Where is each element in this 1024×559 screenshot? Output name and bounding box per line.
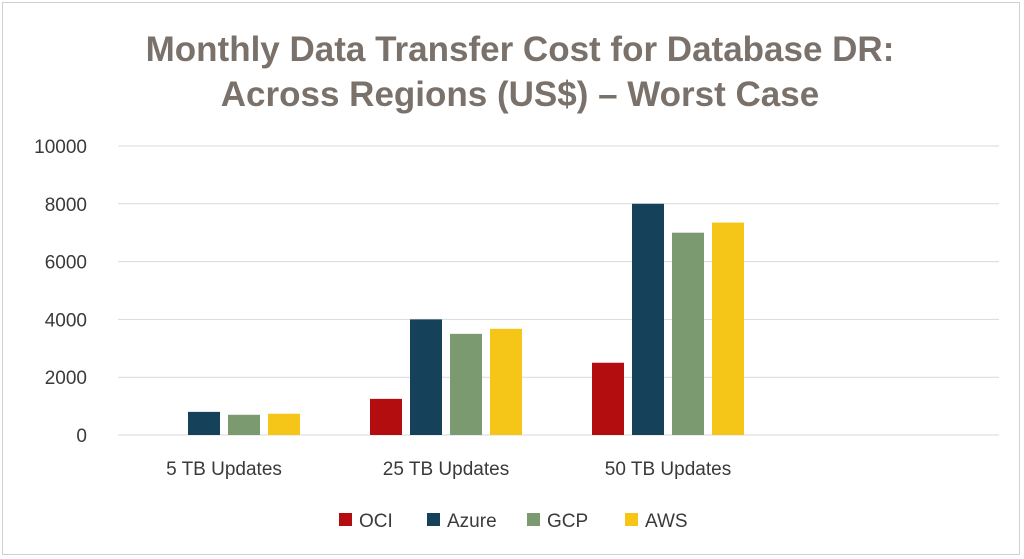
bar-gcp-3 — [672, 232, 704, 435]
legend-swatch-oci — [339, 513, 352, 526]
legend-label-azure: Azure — [447, 511, 497, 532]
bar-aws-2 — [490, 328, 522, 435]
legend-swatch-aws — [625, 513, 638, 526]
bar-gcp-1 — [228, 414, 260, 435]
y-tick-label: 4000 — [45, 310, 87, 331]
bar-oci-2 — [370, 398, 402, 435]
x-category-label: 25 TB Updates — [383, 459, 509, 480]
bars — [188, 203, 744, 435]
y-axis-ticks: 0 2000 4000 6000 8000 10000 — [34, 137, 87, 447]
chart-subtitle: Across Regions (US$) – Worst Case — [221, 75, 819, 114]
chart: Monthly Data Transfer Cost for Database … — [34, 30, 999, 532]
legend-label-aws: AWS — [645, 511, 688, 532]
bar-aws-3 — [712, 222, 744, 435]
legend-label-oci: OCI — [359, 511, 393, 532]
y-tick-label: 10000 — [34, 137, 87, 158]
x-category-label: 50 TB Updates — [605, 459, 731, 480]
y-tick-label: 8000 — [45, 195, 87, 216]
bar-azure-1 — [188, 411, 220, 435]
legend-label-gcp: GCP — [547, 511, 588, 532]
legend-swatch-azure — [427, 513, 440, 526]
y-tick-label: 0 — [76, 426, 87, 447]
x-category-label: 5 TB Updates — [166, 459, 282, 480]
y-tick-label: 6000 — [45, 253, 87, 274]
gridlines — [118, 145, 999, 436]
legend-swatch-gcp — [527, 513, 540, 526]
bar-oci-3 — [592, 362, 624, 435]
x-axis-categories: 5 TB Updates 25 TB Updates 50 TB Updates — [166, 459, 731, 480]
legend: OCI Azure GCP AWS — [339, 511, 688, 532]
y-tick-label: 2000 — [45, 368, 87, 389]
bar-azure-3 — [632, 203, 664, 435]
bar-aws-1 — [268, 413, 300, 435]
chart-title: Monthly Data Transfer Cost for Database … — [146, 30, 895, 69]
bar-gcp-2 — [450, 333, 482, 435]
bar-azure-2 — [410, 319, 442, 435]
